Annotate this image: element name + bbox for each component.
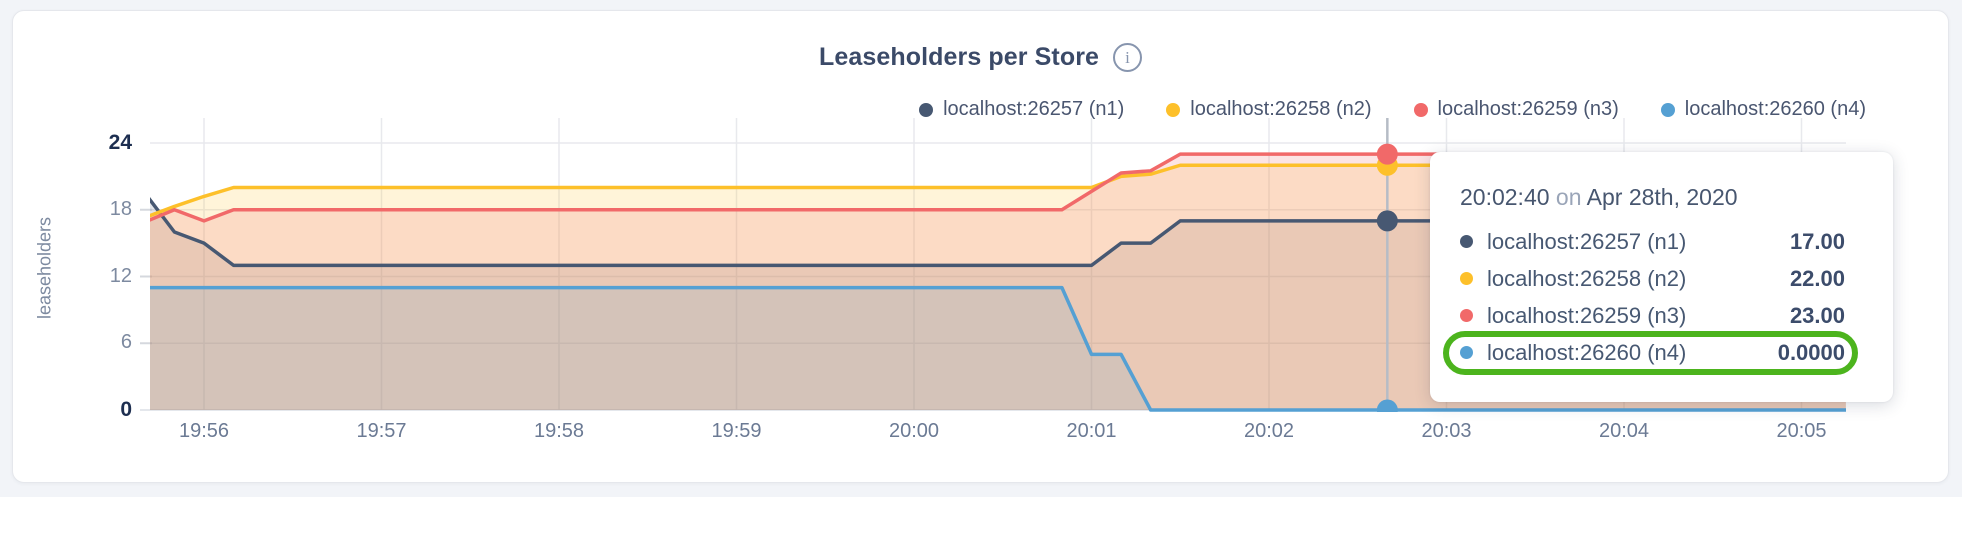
tooltip-row-n1: localhost:26257 (n1) 17.00 xyxy=(1460,223,1867,260)
legend-item-n4[interactable]: localhost:26260 (n4) xyxy=(1660,98,1866,121)
tooltip-separator: on xyxy=(1555,184,1582,210)
tooltip-series-label: localhost:26257 (n1) xyxy=(1487,228,1687,254)
hover-marker-n1 xyxy=(1376,210,1398,232)
tooltip-row-n3: localhost:26259 (n3) 23.00 xyxy=(1460,297,1867,334)
series-group xyxy=(150,152,1846,412)
series-line-n2 xyxy=(150,163,1846,218)
x-axis-tick-label: 19:56 xyxy=(178,420,230,442)
info-icon[interactable]: i xyxy=(1113,43,1143,72)
legend-dot-icon xyxy=(919,102,934,117)
legend-dot-icon xyxy=(1166,102,1181,117)
x-axis-tick-label: 20:05 xyxy=(1776,420,1827,442)
y-axis-tick-label: 6 xyxy=(120,331,132,354)
legend-label: localhost:26259 (n3) xyxy=(1437,98,1619,120)
tooltip-series-label: localhost:26258 (n2) xyxy=(1487,265,1687,291)
tooltip-series-dot-icon xyxy=(1460,346,1473,359)
y-axis-tick-label: 12 xyxy=(109,264,132,287)
tooltip-date: Apr 28th, 2020 xyxy=(1586,184,1738,210)
tooltip-series-label: localhost:26259 (n3) xyxy=(1487,302,1687,328)
x-axis-tick-label: 20:02 xyxy=(1243,420,1295,442)
legend: localhost:26257 (n1) localhost:26258 (n2)… xyxy=(919,98,1866,121)
chart-header: Leaseholders per Store i xyxy=(13,43,1948,72)
tooltip-series-value: 23.00 xyxy=(1789,302,1845,328)
hover-marker-n3 xyxy=(1376,143,1398,165)
x-axis-tick-label: 19:59 xyxy=(711,420,762,442)
series-line-n3 xyxy=(150,152,1846,223)
series-line-n1 xyxy=(150,196,1846,268)
chart-title: Leaseholders per Store xyxy=(818,43,1100,71)
legend-item-n2[interactable]: localhost:26258 (n2) xyxy=(1166,98,1372,121)
x-axis-tick-label: 20:03 xyxy=(1421,420,1472,442)
hover-marker-n4 xyxy=(1376,399,1398,412)
y-axis-tick-label: 24 xyxy=(108,131,132,154)
hover-tooltip: 20:02:40 on Apr 28th, 2020 localhost:262… xyxy=(1430,152,1893,402)
legend-dot-icon xyxy=(1660,102,1675,117)
legend-label: localhost:26258 (n2) xyxy=(1190,98,1372,120)
legend-item-n1[interactable]: localhost:26257 (n1) xyxy=(919,98,1124,121)
tooltip-series-value: 17.00 xyxy=(1789,228,1845,254)
tooltip-header: 20:02:40 on Apr 28th, 2020 xyxy=(1460,184,1867,211)
tooltip-series-value: 22.00 xyxy=(1789,265,1845,291)
legend-label: localhost:26257 (n1) xyxy=(943,98,1125,120)
tooltip-time: 20:02:40 xyxy=(1460,184,1550,210)
tooltip-row-n4: localhost:26260 (n4) 0.0000 xyxy=(1443,331,1867,375)
x-axis-tick-label: 19:58 xyxy=(533,420,585,442)
tooltip-series-dot-icon xyxy=(1460,235,1473,248)
series-area-n3 xyxy=(150,154,1846,410)
x-axis-tick-label: 20:00 xyxy=(888,420,940,442)
tooltip-series-value: 0.0000 xyxy=(1777,339,1845,365)
y-axis-tick-label: 18 xyxy=(109,197,132,220)
tooltip-series-dot-icon xyxy=(1460,272,1473,285)
x-axis-tick-label: 20:01 xyxy=(1066,420,1117,442)
y-axis-tick-label: 0 xyxy=(120,398,132,421)
x-axis-tick-label: 19:57 xyxy=(356,420,407,442)
hover-group xyxy=(1376,118,1398,412)
series-area-n4 xyxy=(150,287,1846,410)
y-axis-title: leaseholders xyxy=(34,216,55,320)
tooltip-row-n2: localhost:26258 (n2) 22.00 xyxy=(1460,260,1867,297)
tooltip-series-dot-icon xyxy=(1460,309,1473,322)
tooltip-series-label: localhost:26260 (n4) xyxy=(1487,339,1687,365)
x-axis-tick-label: 20:04 xyxy=(1598,420,1650,442)
series-line-n4 xyxy=(150,285,1846,412)
legend-dot-icon xyxy=(1413,102,1428,117)
legend-item-n3[interactable]: localhost:26259 (n3) xyxy=(1413,98,1619,121)
series-area-n1 xyxy=(150,199,1846,410)
legend-label: localhost:26260 (n4) xyxy=(1684,98,1866,120)
tooltip-rows: localhost:26257 (n1) 17.00 localhost:26258… xyxy=(1443,223,1867,375)
